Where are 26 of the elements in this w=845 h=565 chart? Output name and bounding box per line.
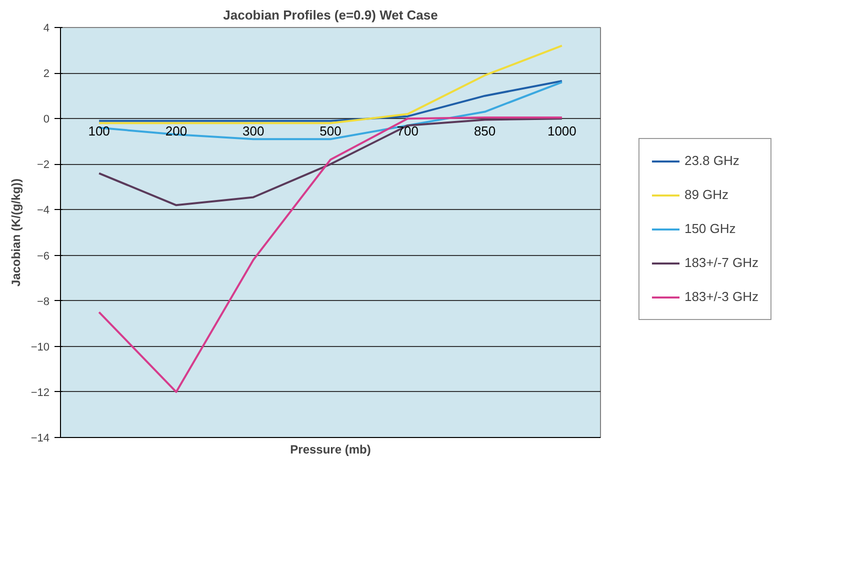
y-axis-title: Jacobian (K/(g/kg)): [8, 178, 23, 287]
x-tick-label: 850: [474, 124, 496, 139]
x-tick-label: 100: [88, 124, 110, 139]
legend-label: 89 GHz: [684, 187, 729, 202]
y-tick-label: −8: [36, 296, 50, 308]
x-tick-label: 500: [320, 124, 342, 139]
y-tick-label: −12: [30, 386, 50, 399]
x-tick-label: 300: [242, 124, 264, 139]
x-axis-title: Pressure (mb): [290, 442, 371, 456]
y-tick-label: −10: [30, 341, 50, 354]
x-tick-label: 1000: [547, 124, 576, 139]
legend-label: 23.8 GHz: [684, 153, 740, 168]
chart-title: Jacobian Profiles (e=0.9) Wet Case: [223, 8, 438, 22]
line-series: [98, 44, 563, 124]
y-tick-label: 2: [43, 68, 50, 80]
y-tick-label: 4: [43, 22, 50, 34]
legend-label: 183+/-7 GHz: [684, 255, 759, 270]
y-tick-label: −14: [30, 432, 50, 444]
y-tick-label: −2: [36, 159, 50, 172]
legend-label: 183+/-3 GHz: [684, 289, 759, 304]
x-tick-label: 700: [396, 124, 418, 139]
y-tick-label: −6: [36, 250, 50, 262]
line-series: [98, 80, 563, 122]
legend-label: 150 GHz: [684, 221, 736, 236]
y-tick-label: 0: [43, 114, 50, 126]
y-tick-label: −4: [36, 204, 50, 217]
